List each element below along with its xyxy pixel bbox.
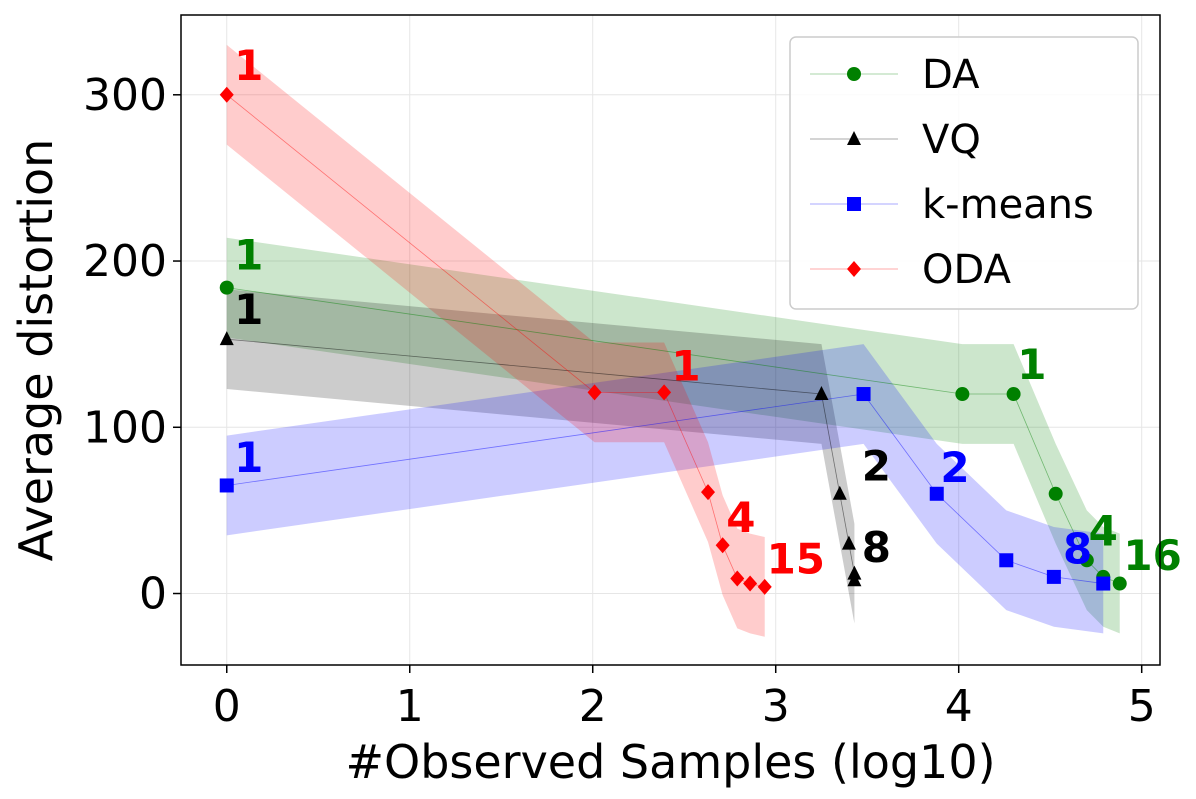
- y-tick-label: 0: [139, 569, 167, 620]
- oda-point-label: 1: [234, 41, 263, 90]
- vq-point: [841, 535, 856, 550]
- legend: DA VQ k-means ODA: [789, 36, 1139, 310]
- k-means-point-label: 8: [1063, 525, 1092, 574]
- da-point-label: 1: [234, 230, 263, 279]
- x-tick-label: 5: [1128, 681, 1156, 732]
- legend-marker-da: [847, 67, 861, 81]
- da-point-label: 16: [1123, 531, 1181, 580]
- legend-label-k-means: k-means: [922, 182, 1094, 228]
- da-band: [226, 237, 1120, 634]
- legend-marker-k-means: [847, 197, 861, 211]
- da-point: [1079, 553, 1094, 568]
- vq-point: [814, 386, 829, 401]
- vq-point-label: 1: [234, 285, 263, 334]
- x-tick-label: 2: [579, 681, 607, 732]
- legend-label-vq: VQ: [922, 117, 981, 163]
- oda-band: [226, 44, 765, 637]
- da-point: [1048, 486, 1063, 501]
- series-markers: [219, 86, 1127, 595]
- k-means-line: [226, 393, 1104, 584]
- vq-point-label: 8: [862, 523, 891, 572]
- oda-point-label: 1: [671, 342, 700, 391]
- k-means-band: [226, 344, 1104, 634]
- y-axis-title: Average distortion: [9, 139, 63, 562]
- legend-marker-oda: [847, 261, 861, 277]
- oda-point-label: 15: [767, 535, 825, 584]
- k-means-point: [1096, 576, 1111, 591]
- oda-point: [701, 484, 716, 501]
- vq-point: [832, 485, 847, 500]
- k-means-point: [999, 553, 1014, 568]
- legend-label-oda: ODA: [922, 247, 1012, 293]
- oda-point: [715, 537, 730, 554]
- vq-point: [847, 572, 862, 587]
- x-tick-label: 4: [945, 681, 973, 732]
- y-tick-label: 300: [83, 70, 167, 121]
- oda-point-label: 4: [726, 493, 755, 542]
- da-point: [219, 280, 234, 295]
- oda-point: [743, 575, 758, 592]
- da-point-label: 1: [1017, 340, 1046, 389]
- vq-point: [219, 331, 234, 346]
- k-means-point: [1046, 569, 1061, 584]
- da-point: [1006, 387, 1021, 402]
- x-axis-title: #Observed Samples (log10): [345, 735, 995, 789]
- k-means-point: [929, 486, 944, 501]
- x-tick-label: 3: [762, 681, 790, 732]
- oda-point: [587, 384, 602, 401]
- oda-point: [219, 86, 234, 103]
- legend-label-da: DA: [922, 52, 980, 98]
- axis-ticks: 0 1 2 3 4 5 0 100 200 300: [83, 70, 1156, 732]
- k-means-point: [219, 478, 234, 493]
- y-tick-label: 200: [83, 236, 167, 287]
- da-point-label: 4: [1089, 506, 1118, 555]
- k-means-point: [856, 387, 871, 402]
- vq-point-label: 2: [862, 441, 891, 490]
- legend-box: [789, 36, 1139, 310]
- k-means-point-label: 1: [234, 433, 263, 482]
- confidence-bands: [226, 44, 1120, 637]
- oda-point: [730, 570, 745, 587]
- x-tick-label: 1: [396, 681, 424, 732]
- y-tick-label: 100: [83, 402, 167, 453]
- plot-area-frame: [180, 14, 1161, 666]
- da-point: [955, 387, 970, 402]
- oda-point: [757, 578, 772, 595]
- legend-marker-vq: [847, 131, 861, 145]
- x-tick-label: 0: [213, 681, 241, 732]
- vq-band: [226, 289, 855, 631]
- k-means-point-label: 2: [940, 443, 969, 492]
- oda-point: [657, 384, 672, 401]
- da-point: [1112, 576, 1127, 591]
